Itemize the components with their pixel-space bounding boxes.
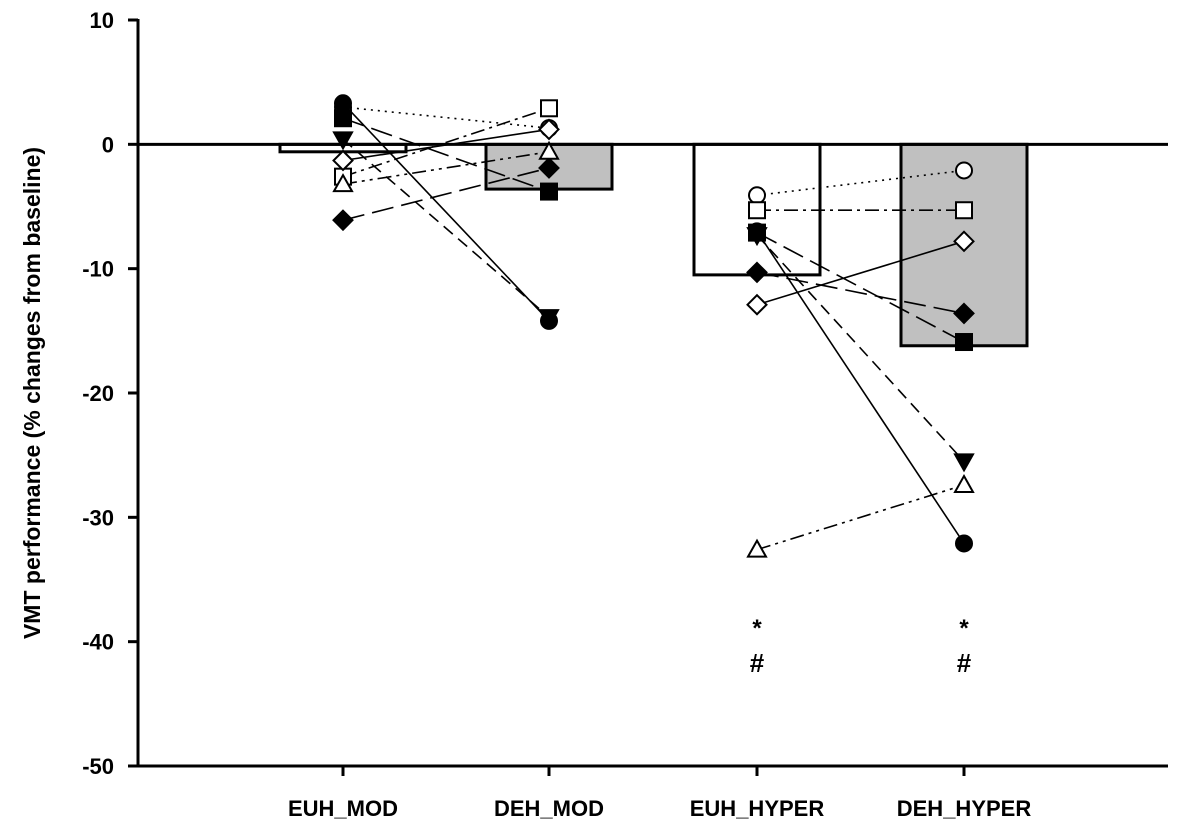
significance-hash-deh-hyper: # (957, 648, 972, 678)
y-tick-label: 10 (90, 8, 114, 33)
marker-circle-filled-euh-mod (334, 94, 352, 113)
individual-lines (342, 102, 965, 551)
line-triangle-down-filled-euh-hyper-to-deh-hyper (756, 234, 965, 462)
y-tick-label: -30 (82, 505, 114, 530)
line-square-filled-euh-hyper-to-deh-hyper (756, 231, 965, 343)
line-diamond-open-euh-hyper-to-deh-hyper (756, 240, 965, 306)
line-triangle-up-open-euh-hyper-to-deh-hyper (756, 484, 965, 551)
marker-square-filled-deh-hyper (955, 333, 973, 352)
axes (128, 18, 1168, 776)
x-tick-label-deh-hyper: DEH_HYPER (897, 796, 1032, 821)
marker-triangle-down-filled-deh-hyper (953, 453, 975, 473)
line-diamond-open-euh-mod-to-deh-mod (342, 128, 550, 162)
x-tick-labels: EUH_MOD DEH_MOD EUH_HYPER DEH_HYPER (288, 796, 1031, 821)
line-circle-open-euh-mod-to-deh-mod (342, 106, 550, 129)
line-triangle-down-filled-euh-mod-to-deh-mod (342, 138, 550, 318)
line-square-filled-euh-mod-to-deh-mod (342, 117, 550, 193)
marker-diamond-filled-euh-hyper (746, 261, 768, 284)
marker-square-filled-deh-mod (540, 182, 558, 201)
significance-asterisk-euh-hyper: * (752, 615, 762, 642)
line-circle-filled-euh-mod-to-deh-mod (342, 102, 550, 322)
markers (332, 94, 975, 558)
line-circle-filled-euh-hyper-to-deh-hyper (756, 230, 965, 544)
marker-square-open-deh-mod (540, 99, 558, 118)
marker-triangle-down-filled-deh-mod (538, 309, 560, 329)
x-tick-label-deh-mod: DEH_MOD (494, 796, 604, 821)
marker-triangle-up-open-euh-mod (332, 173, 354, 193)
x-tick-label-euh-hyper: EUH_HYPER (690, 796, 825, 821)
marker-triangle-up-open-deh-mod (538, 140, 560, 160)
marker-diamond-open-deh-mod (538, 118, 560, 141)
marker-circle-filled-deh-hyper (955, 534, 973, 553)
line-diamond-filled-euh-mod-to-deh-mod (342, 167, 550, 221)
marker-triangle-up-open-deh-hyper (953, 473, 975, 494)
bars (278, 142, 1029, 348)
significance-hash-euh-hyper: # (750, 648, 765, 678)
y-axis-title: VMT performance (% changes from baseline… (19, 147, 45, 639)
marker-diamond-open-deh-hyper (953, 230, 975, 253)
x-tick-label-euh-mod: EUH_MOD (288, 796, 398, 821)
line-diamond-filled-euh-hyper-to-deh-hyper (756, 271, 965, 315)
marker-diamond-filled-deh-mod (538, 157, 560, 179)
marker-circle-open-euh-hyper (748, 186, 766, 205)
significance-asterisk-deh-hyper: * (959, 615, 969, 642)
y-tick-label: -20 (82, 381, 114, 406)
marker-circle-open-deh-hyper (955, 161, 973, 180)
marker-triangle-down-filled-euh-mod (332, 131, 354, 151)
marker-square-open-euh-hyper (748, 201, 766, 220)
y-tick-label: -10 (82, 257, 114, 282)
marker-diamond-open-euh-mod (332, 149, 354, 172)
y-tick-label: -50 (82, 754, 114, 779)
marker-square-open-deh-hyper (955, 201, 973, 220)
marker-triangle-up-open-euh-hyper (746, 538, 768, 558)
y-tick-label: -40 (82, 630, 114, 655)
y-tick-label: 0 (102, 132, 114, 157)
line-square-open-euh-mod-to-deh-mod (342, 107, 550, 178)
y-tick-labels: 10 0 -10 -20 -30 -40 -50 (82, 8, 114, 779)
marker-square-filled-euh-mod (334, 109, 352, 128)
marker-diamond-filled-deh-hyper (953, 302, 975, 325)
marker-triangle-down-filled-euh-hyper (746, 227, 768, 247)
marker-diamond-open-euh-hyper (746, 293, 768, 316)
annotations: * # * # (750, 615, 972, 678)
marker-diamond-filled-euh-mod (332, 209, 354, 232)
